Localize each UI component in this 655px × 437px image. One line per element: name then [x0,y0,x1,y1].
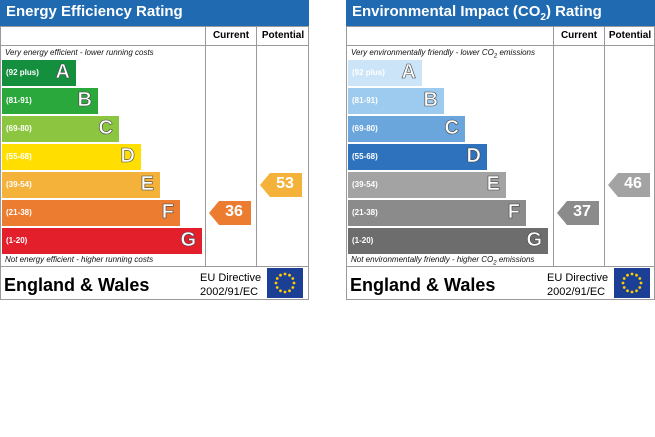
band-letter: B [77,89,92,112]
band-range-label: (39-54) [352,180,378,189]
band-range-label: (69-80) [352,124,378,133]
band-range-label: (81-91) [352,96,378,105]
eu-directive-line2: 2002/91/EC [547,286,606,298]
band-letter: F [161,201,174,224]
footer-divider [0,266,309,267]
band-letter: D [120,145,135,168]
rating-band-d: (55-68) D [348,144,487,170]
band-letter: B [423,89,438,112]
potential-rating-value: 53 [276,175,294,192]
eu-directive-line1: EU Directive [200,272,262,284]
rating-band-g: (1-20) G [2,228,202,254]
band-letter: D [466,145,481,168]
energy-efficiency-chart: Energy Efficiency Rating Current Potenti… [0,0,309,300]
potential-rating-value: 46 [624,175,642,192]
rating-band-e: (39-54) E [348,172,506,198]
band-letter: A [401,61,416,84]
chart-title-bar: Energy Efficiency Rating [0,0,309,26]
chart-title: Environmental Impact (CO2) Rating [352,3,602,23]
top-note: Very energy efficient - lower running co… [5,48,154,57]
bottom-note: Not energy efficient - higher running co… [5,255,154,264]
band-range-label: (1-20) [352,236,374,245]
rating-band-b: (81-91) B [2,88,98,114]
band-range-label: (69-80) [6,124,32,133]
chart-title: Energy Efficiency Rating [6,3,183,20]
band-letter: G [526,229,542,252]
footer-region: England & Wales [4,275,150,295]
rating-band-c: (69-80) C [2,116,119,142]
band-letter: A [55,61,70,84]
potential-column-divider [256,26,257,266]
rating-band-a: (92 plus) A [2,60,76,86]
band-range-label: (92 plus) [6,68,39,77]
environmental-impact-chart: Environmental Impact (CO2) Rating Curren… [346,0,655,300]
band-range-label: (21-38) [352,208,378,217]
current-rating-value: 36 [225,203,243,220]
band-letter: E [140,173,154,196]
footer-region: England & Wales [350,275,496,295]
band-range-label: (81-91) [6,96,32,105]
band-range-label: (39-54) [6,180,32,189]
rating-band-c: (69-80) C [348,116,465,142]
rating-band-f: (21-38) F [348,200,526,226]
potential-column-divider [604,26,605,266]
potential-column-header: Potential [261,30,305,41]
rating-band-f: (21-38) F [2,200,180,226]
eu-directive-line2: 2002/91/EC [200,286,259,298]
eu-flag-icon [614,268,650,298]
eu-directive-text: EU Directive 2002/91/EC [547,271,608,299]
eu-flag-icon [267,268,303,298]
band-letter: C [98,117,113,140]
band-letter: C [444,117,459,140]
potential-column-header: Potential [608,30,652,41]
chart-frame [0,26,309,300]
footer-divider [346,266,655,267]
current-rating-value: 37 [573,203,591,220]
bottom-note: Not environmentally friendly - higher CO… [351,255,535,267]
current-column-header: Current [560,30,598,41]
eu-directive-text: EU Directive 2002/91/EC [200,271,261,299]
band-range-label: (92 plus) [352,68,385,77]
header-divider [346,45,655,46]
band-range-label: (55-68) [6,152,32,161]
band-letter: E [486,173,500,196]
band-letter: G [180,229,196,252]
rating-band-g: (1-20) G [348,228,548,254]
header-divider [0,45,309,46]
rating-band-d: (55-68) D [2,144,141,170]
band-range-label: (21-38) [6,208,32,217]
band-range-label: (1-20) [6,236,28,245]
rating-band-a: (92 plus) A [348,60,422,86]
current-column-divider [553,26,554,266]
current-column-divider [205,26,206,266]
current-column-header: Current [212,30,250,41]
chart-title-bar: Environmental Impact (CO2) Rating [346,0,655,26]
potential-rating-arrow: 46 [608,173,652,197]
current-rating-arrow: 37 [557,201,601,225]
rating-band-e: (39-54) E [2,172,160,198]
top-note: Very environmentally friendly - lower CO… [351,48,536,60]
rating-band-b: (81-91) B [348,88,444,114]
eu-directive-line1: EU Directive [547,272,609,284]
current-rating-arrow: 36 [209,201,253,225]
band-range-label: (55-68) [352,152,378,161]
band-letter: F [507,201,520,224]
potential-rating-arrow: 53 [260,173,304,197]
